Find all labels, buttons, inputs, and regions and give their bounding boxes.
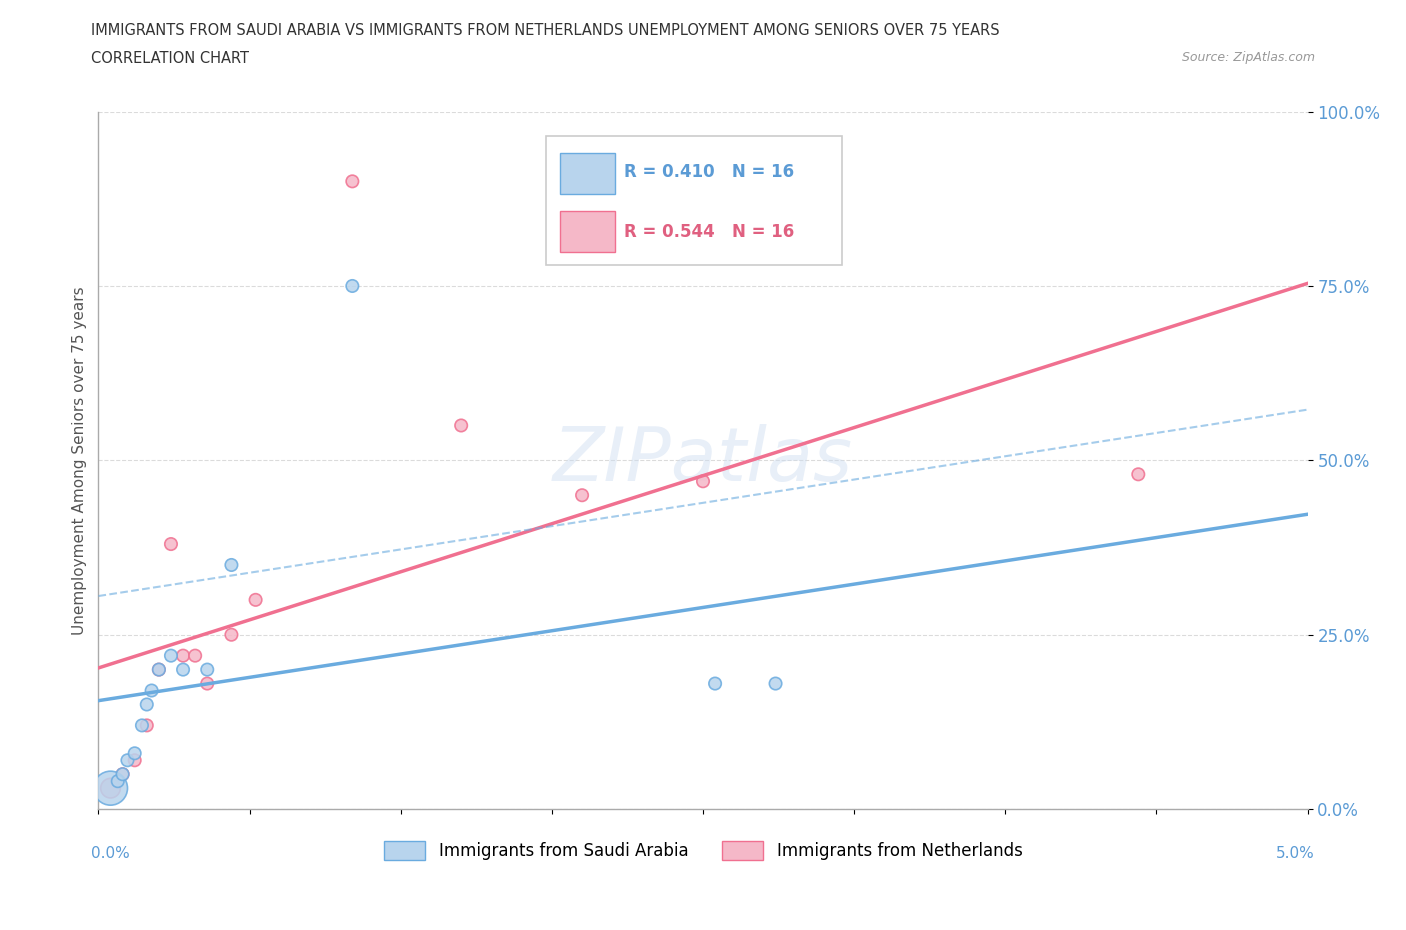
Point [111,766,134,781]
Point [124,746,146,761]
Text: R = 0.410   N = 16: R = 0.410 N = 16 [624,163,794,181]
Point [117,753,139,768]
Text: Source: ZipAtlas.com: Source: ZipAtlas.com [1181,51,1315,64]
Point [131,718,153,733]
Point [692,474,714,489]
Point [195,676,218,691]
Point [100,781,122,796]
Point [704,676,727,691]
Point [765,676,787,691]
Point [342,279,364,294]
Point [135,698,157,712]
Point [342,174,364,189]
Point [1128,467,1150,482]
Point [107,774,129,789]
Point [148,662,170,677]
Point [571,487,593,502]
FancyBboxPatch shape [561,153,614,194]
Y-axis label: Unemployment Among Seniors over 75 years: Unemployment Among Seniors over 75 years [72,286,87,634]
Point [221,557,243,572]
Text: 0.0%: 0.0% [91,846,131,861]
Point [124,753,146,768]
FancyBboxPatch shape [546,136,842,265]
Text: ZIPatlas: ZIPatlas [553,424,853,497]
Point [184,648,207,663]
Text: CORRELATION CHART: CORRELATION CHART [91,51,249,66]
Point [141,683,163,698]
Point [172,662,194,677]
Point [195,662,218,677]
Point [135,718,157,733]
Point [450,418,472,433]
Text: IMMIGRANTS FROM SAUDI ARABIA VS IMMIGRANTS FROM NETHERLANDS UNEMPLOYMENT AMONG S: IMMIGRANTS FROM SAUDI ARABIA VS IMMIGRAN… [91,23,1000,38]
Point [221,628,243,643]
Point [100,781,122,796]
Point [111,766,134,781]
Point [148,662,170,677]
Text: R = 0.544   N = 16: R = 0.544 N = 16 [624,222,794,241]
Legend: Immigrants from Saudi Arabia, Immigrants from Netherlands: Immigrants from Saudi Arabia, Immigrants… [377,834,1029,867]
Point [160,537,183,551]
Text: 5.0%: 5.0% [1275,846,1315,861]
Point [160,648,183,663]
Point [172,648,194,663]
Point [245,592,267,607]
FancyBboxPatch shape [561,211,614,252]
